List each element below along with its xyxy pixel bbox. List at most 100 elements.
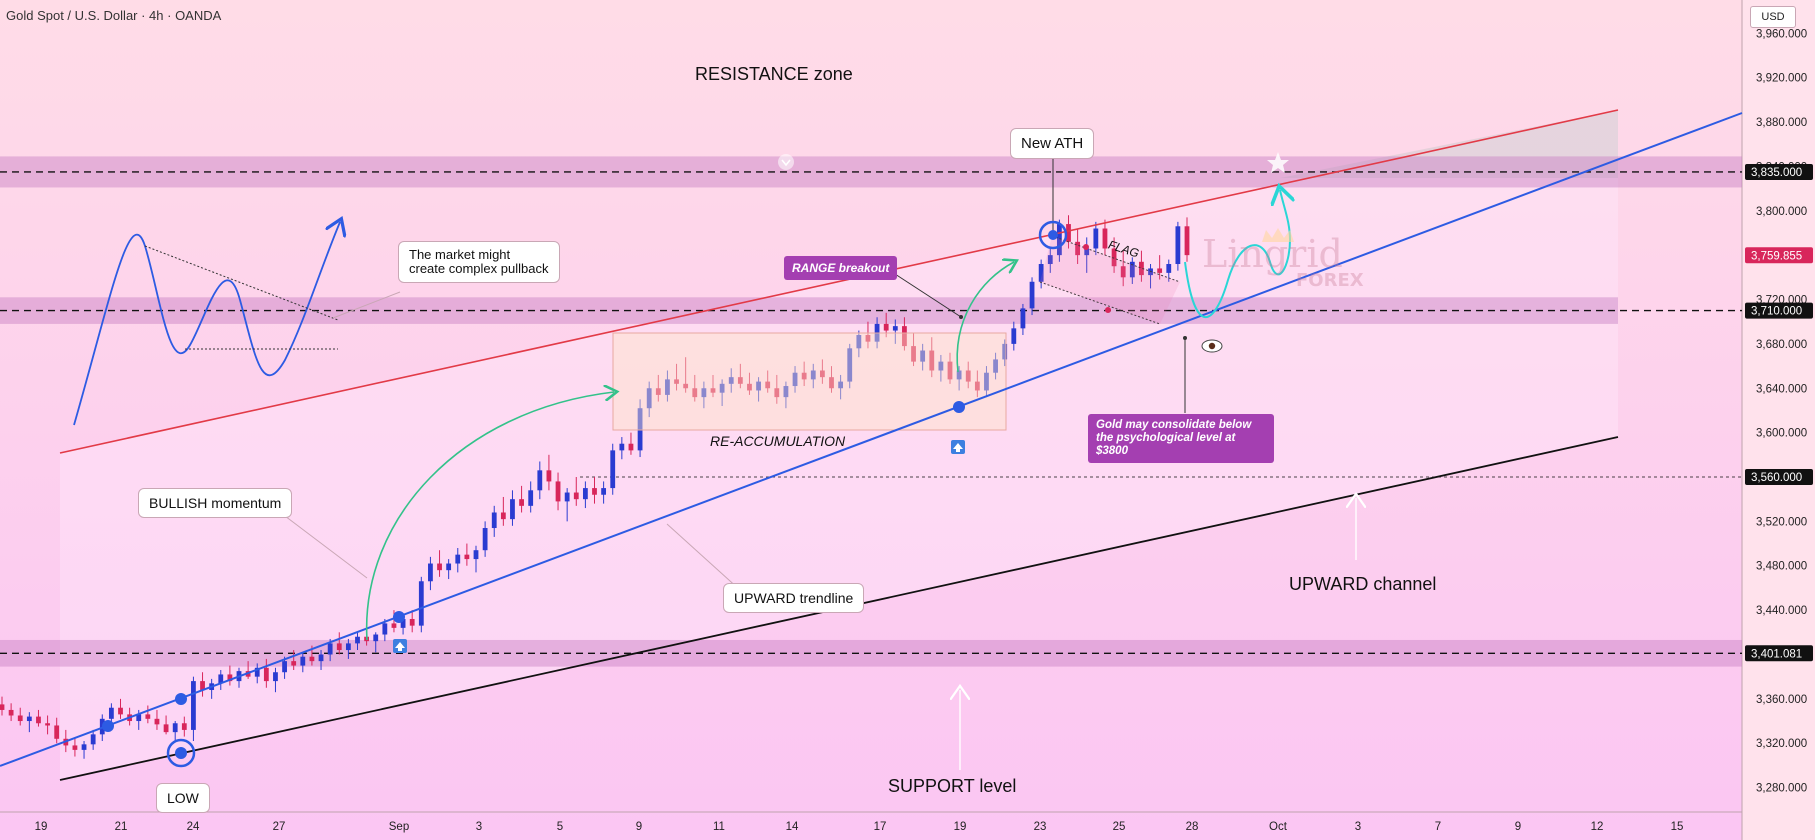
upward-channel-label: UPWARD channel (1289, 574, 1437, 594)
reaccumulation-box (612, 332, 1007, 431)
candle-body (719, 383, 725, 393)
currency-selector[interactable]: USD (1750, 6, 1796, 28)
candle-body (1184, 226, 1190, 256)
candle-body (582, 488, 588, 500)
candle-body (54, 725, 60, 739)
low-wick-top (175, 693, 187, 705)
price-box-label: 3,835.000 (1751, 167, 1802, 179)
price-tick-label: 3,960.000 (1756, 28, 1807, 40)
chart-header: Gold Spot / U.S. Dollar · 4h · OANDA (6, 8, 222, 23)
trendline-pointer (666, 523, 741, 591)
time-tick-label: Sep (389, 821, 409, 833)
chart-background (0, 0, 1742, 840)
price-box-label: 3,560.000 (1751, 472, 1802, 484)
candle-body (892, 326, 898, 331)
candle-body (911, 346, 916, 362)
price-tick-label: 3,360.000 (1756, 694, 1807, 706)
eye-icon (1201, 339, 1223, 353)
candle-body (819, 370, 825, 378)
time-tick-label: 5 (557, 821, 563, 833)
candle-body (455, 554, 461, 564)
candle-body (1011, 328, 1017, 344)
candle-body (90, 734, 96, 745)
candle-body (1047, 255, 1053, 265)
candle-body (674, 379, 679, 384)
candle-body (36, 716, 41, 724)
down-arrow-icon (778, 154, 794, 170)
candle-body (200, 681, 205, 690)
time-tick-label: 12 (1591, 821, 1604, 833)
range-pointer (894, 273, 962, 318)
candle-body (0, 704, 5, 710)
candle-body (418, 581, 424, 626)
candle-body (446, 563, 452, 571)
curved-arrow-1 (365, 392, 614, 641)
support-level-label: SUPPORT level (888, 776, 1017, 796)
candle-body (601, 488, 607, 495)
candle-body (956, 370, 962, 380)
time-tick-label: 15 (1671, 821, 1684, 833)
candle-body (382, 623, 388, 635)
flag-line-lower (1039, 281, 1161, 325)
candle-body (163, 724, 169, 733)
candle-body (810, 370, 816, 380)
candle-body (537, 470, 543, 491)
candle-body (865, 335, 871, 342)
candle-body (1093, 228, 1099, 249)
candle-body (26, 716, 32, 722)
candle-body (1066, 224, 1071, 242)
candle-body (829, 377, 834, 389)
candle-body (1002, 343, 1008, 360)
time-tick-label: Oct (1269, 821, 1288, 833)
time-tick-label: 25 (1113, 821, 1126, 833)
candle-body (1157, 268, 1163, 273)
time-tick-label: 9 (636, 821, 642, 833)
candle-body (336, 643, 342, 651)
candle-body (1166, 264, 1172, 273)
range-pointer-dot (959, 315, 963, 319)
price-box (1745, 247, 1813, 264)
ath-target-wedge (1280, 110, 1618, 178)
candle-body (437, 563, 442, 571)
price-tick-label: 3,680.000 (1756, 339, 1807, 351)
time-tick-label: 14 (786, 821, 799, 833)
candle-body (628, 443, 634, 451)
candle-body (592, 488, 597, 495)
candle-body (118, 707, 123, 715)
candle-body (464, 554, 470, 560)
candle-body (291, 661, 297, 666)
candle-body (400, 618, 406, 628)
time-tick-label: 3 (476, 821, 482, 833)
candle-body (500, 512, 506, 520)
candle-body (8, 709, 14, 716)
reaccumulation-label: RE-ACCUMULATION (710, 433, 846, 449)
candle-body (1056, 224, 1062, 256)
star-icon (1267, 152, 1289, 173)
low-marker-ring (166, 738, 196, 768)
price-tick-label: 3,600.000 (1756, 428, 1807, 440)
candle-body (1075, 241, 1081, 256)
candle-body (929, 350, 935, 371)
flag-point-2 (1105, 307, 1111, 313)
candle-body (510, 499, 515, 520)
candle-body (491, 512, 497, 529)
price-tick-label: 3,800.000 (1756, 206, 1807, 218)
candle-body (765, 381, 771, 389)
candle-body (993, 359, 998, 373)
price-tick-label: 3,280.000 (1756, 783, 1807, 795)
price-box-label: 3,401.081 (1751, 648, 1802, 660)
candle-body (756, 381, 761, 391)
pullback-pointer (332, 291, 401, 319)
candle-body (1175, 226, 1181, 265)
candle-body (1102, 228, 1108, 249)
candle-body (136, 714, 142, 722)
candle-body (883, 323, 889, 331)
candle-body (300, 656, 306, 666)
candle-body (227, 674, 233, 682)
candle-body (218, 674, 224, 684)
time-tick-label: 17 (874, 821, 887, 833)
candle-body (345, 643, 351, 651)
low-marker-dot (175, 747, 187, 759)
time-tick-label: 21 (115, 821, 128, 833)
